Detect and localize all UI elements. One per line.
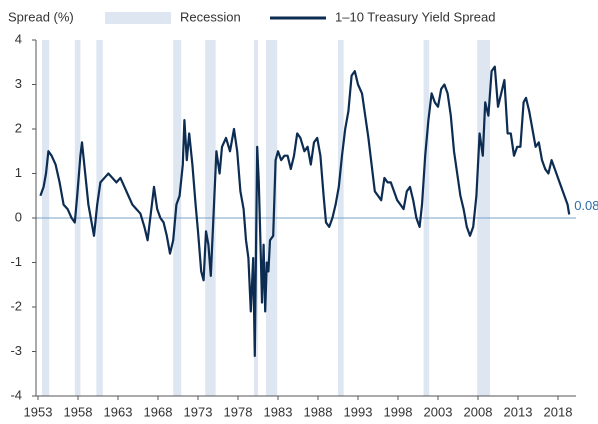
y-tick-label: -4 [10, 387, 22, 402]
x-tick-label: 2013 [504, 404, 533, 419]
y-tick-label: 3 [15, 76, 22, 91]
x-tick-label: 1983 [264, 404, 293, 419]
x-tick-label: 1978 [224, 404, 253, 419]
y-tick-label: 2 [15, 120, 22, 135]
legend-label: 1–10 Treasury Yield Spread [335, 9, 495, 24]
x-tick-label: 2003 [424, 404, 453, 419]
y-axis-label: Spread (%) [8, 9, 74, 24]
x-tick-label: 1973 [184, 404, 213, 419]
x-tick-label: 1953 [24, 404, 53, 419]
x-tick-label: 2008 [464, 404, 493, 419]
x-tick-label: 1993 [344, 404, 373, 419]
legend-swatch [105, 12, 171, 24]
x-tick-label: 1963 [104, 404, 133, 419]
spread-line [39, 65, 571, 358]
y-tick-label: -3 [10, 343, 22, 358]
y-tick-label: -2 [10, 298, 22, 313]
y-tick-label: 4 [15, 31, 22, 46]
end-value-label: 0.08 [574, 198, 598, 213]
x-tick-label: 1998 [384, 404, 413, 419]
y-tick-label: 1 [15, 165, 22, 180]
x-tick-label: 1988 [304, 404, 333, 419]
x-tick-label: 1958 [64, 404, 93, 419]
x-tick-label: 2018 [544, 404, 573, 419]
y-tick-label: 0 [15, 209, 22, 224]
x-tick-label: 1968 [144, 404, 173, 419]
y-tick-label: -1 [10, 254, 22, 269]
legend-label: Recession [180, 9, 241, 24]
